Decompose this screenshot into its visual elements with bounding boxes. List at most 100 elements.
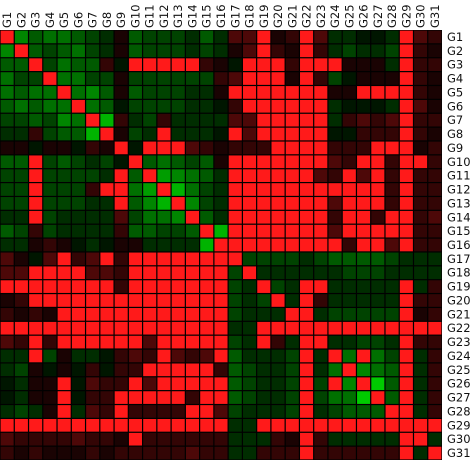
x-tick-label: G30 xyxy=(414,4,428,28)
heatmap-cell-G30-G23 xyxy=(314,432,328,446)
heatmap-cell-G29-G13 xyxy=(171,418,185,432)
heatmap-cell-G19-G12 xyxy=(157,280,171,293)
heatmap-cell-G13-G24 xyxy=(328,197,342,210)
heatmap-cell-G15-G18 xyxy=(242,224,257,238)
heatmap-cell-G9-G7 xyxy=(86,141,100,155)
heatmap-cell-G10-G4 xyxy=(43,155,57,169)
heatmap-cell-G13-G28 xyxy=(385,197,399,210)
heatmap-cell-G8-G1 xyxy=(0,127,14,141)
heatmap-cell-G15-G11 xyxy=(143,224,157,238)
y-tick-label: G2 xyxy=(447,44,463,58)
heatmap-cell-G21-G15 xyxy=(200,308,214,321)
y-tick-label: G13 xyxy=(447,196,471,210)
heatmap-cell-G22-G9 xyxy=(114,321,128,335)
heatmap-cell-G18-G3 xyxy=(29,266,43,280)
heatmap-cell-G10-G11 xyxy=(143,155,157,169)
heatmap-cell-G29-G11 xyxy=(143,418,157,432)
heatmap-cell-G20-G22 xyxy=(300,294,314,307)
heatmap-cell-G5-G3 xyxy=(29,86,43,99)
heatmap-cell-G20-G2 xyxy=(14,294,28,307)
heatmap-cell-G14-G17 xyxy=(228,210,242,224)
heatmap-cell-G3-G30 xyxy=(414,58,428,72)
heatmap-cell-G13-G17 xyxy=(228,197,242,210)
x-tick-label: G8 xyxy=(100,12,114,28)
heatmap-cell-G14-G1 xyxy=(0,210,14,224)
heatmap-cell-G28-G5 xyxy=(57,405,71,418)
heatmap-cell-G16-G17 xyxy=(228,238,242,252)
heatmap-cell-G6-G7 xyxy=(86,99,100,113)
heatmap-cell-G23-G18 xyxy=(242,335,257,349)
heatmap-cell-G4-G21 xyxy=(285,72,299,85)
heatmap-cell-G22-G11 xyxy=(143,321,157,335)
heatmap-cell-G4-G16 xyxy=(214,72,228,85)
heatmap-cell-G8-G24 xyxy=(328,127,342,141)
heatmap-cell-G6-G10 xyxy=(128,99,142,113)
heatmap-cell-G10-G20 xyxy=(271,155,285,169)
heatmap-cell-G1-G27 xyxy=(371,30,385,44)
heatmap-cell-G10-G25 xyxy=(342,155,356,169)
heatmap-cell-G21-G18 xyxy=(242,308,257,321)
heatmap-cell-G30-G25 xyxy=(342,432,356,446)
heatmap-cell-G24-G12 xyxy=(157,349,171,363)
heatmap-cell-G2-G6 xyxy=(71,44,85,58)
heatmap-cell-G15-G14 xyxy=(185,224,200,238)
heatmap-cell-G14-G7 xyxy=(86,210,100,224)
heatmap-cell-G8-G31 xyxy=(428,127,442,141)
heatmap-cell-G25-G20 xyxy=(271,363,285,377)
heatmap-cell-G15-G17 xyxy=(228,224,242,238)
x-tick-label: G23 xyxy=(314,4,328,28)
heatmap-cell-G26-G10 xyxy=(128,377,142,391)
heatmap-cell-G18-G5 xyxy=(57,266,71,280)
heatmap-cell-G5-G25 xyxy=(342,86,356,99)
y-tick-label: G8 xyxy=(447,127,463,141)
heatmap-cell-G31-G31 xyxy=(428,446,442,460)
heatmap-cell-G31-G19 xyxy=(257,446,271,460)
heatmap-cell-G20-G6 xyxy=(71,294,85,307)
heatmap-cell-G25-G5 xyxy=(57,363,71,377)
heatmap-cell-G9-G12 xyxy=(157,141,171,155)
heatmap-cell-G17-G22 xyxy=(300,252,314,266)
heatmap-cell-G24-G30 xyxy=(414,349,428,363)
heatmap-cell-G13-G9 xyxy=(114,197,128,210)
heatmap-cell-G9-G16 xyxy=(214,141,228,155)
heatmap-cell-G6-G23 xyxy=(314,99,328,113)
heatmap-cell-G24-G22 xyxy=(300,349,314,363)
heatmap-cell-G30-G29 xyxy=(399,432,413,446)
heatmap-cell-G7-G15 xyxy=(200,113,214,127)
heatmap-cell-G1-G30 xyxy=(414,30,428,44)
heatmap-cell-G19-G5 xyxy=(57,280,71,293)
heatmap-cell-G26-G13 xyxy=(171,377,185,391)
heatmap-cell-G10-G27 xyxy=(371,155,385,169)
heatmap-cell-G3-G19 xyxy=(257,58,271,72)
heatmap-cell-G17-G15 xyxy=(200,252,214,266)
heatmap-cell-G11-G23 xyxy=(314,169,328,182)
heatmap-cell-G3-G5 xyxy=(57,58,71,72)
heatmap-cell-G22-G26 xyxy=(357,321,371,335)
heatmap-cell-G18-G27 xyxy=(371,266,385,280)
x-tick-label: G15 xyxy=(200,4,214,28)
heatmap-cell-G10-G18 xyxy=(242,155,257,169)
heatmap-cell-G23-G6 xyxy=(71,335,85,349)
heatmap-cell-G13-G25 xyxy=(342,197,356,210)
heatmap-cell-G11-G14 xyxy=(185,169,200,182)
heatmap-cell-G21-G10 xyxy=(128,308,142,321)
heatmap-cell-G1-G14 xyxy=(185,30,200,44)
heatmap-cell-G25-G29 xyxy=(399,363,413,377)
heatmap-cell-G6-G5 xyxy=(57,99,71,113)
heatmap-cell-G5-G14 xyxy=(185,86,200,99)
heatmap-cell-G5-G24 xyxy=(328,86,342,99)
heatmap-cell-G28-G20 xyxy=(271,405,285,418)
heatmap-cell-G4-G10 xyxy=(128,72,142,85)
heatmap-cell-G14-G14 xyxy=(185,210,200,224)
heatmap-cell-G17-G25 xyxy=(342,252,356,266)
heatmap-cell-G22-G1 xyxy=(0,321,14,335)
heatmap-cell-G10-G22 xyxy=(300,155,314,169)
heatmap-cell-G8-G23 xyxy=(314,127,328,141)
heatmap-cell-G19-G24 xyxy=(328,280,342,293)
heatmap-cell-G28-G2 xyxy=(14,405,28,418)
heatmap-cell-G23-G4 xyxy=(43,335,57,349)
heatmap-cell-G10-G6 xyxy=(71,155,85,169)
heatmap-cell-G17-G11 xyxy=(143,252,157,266)
heatmap-cell-G8-G27 xyxy=(371,127,385,141)
heatmap-cell-G19-G25 xyxy=(342,280,356,293)
